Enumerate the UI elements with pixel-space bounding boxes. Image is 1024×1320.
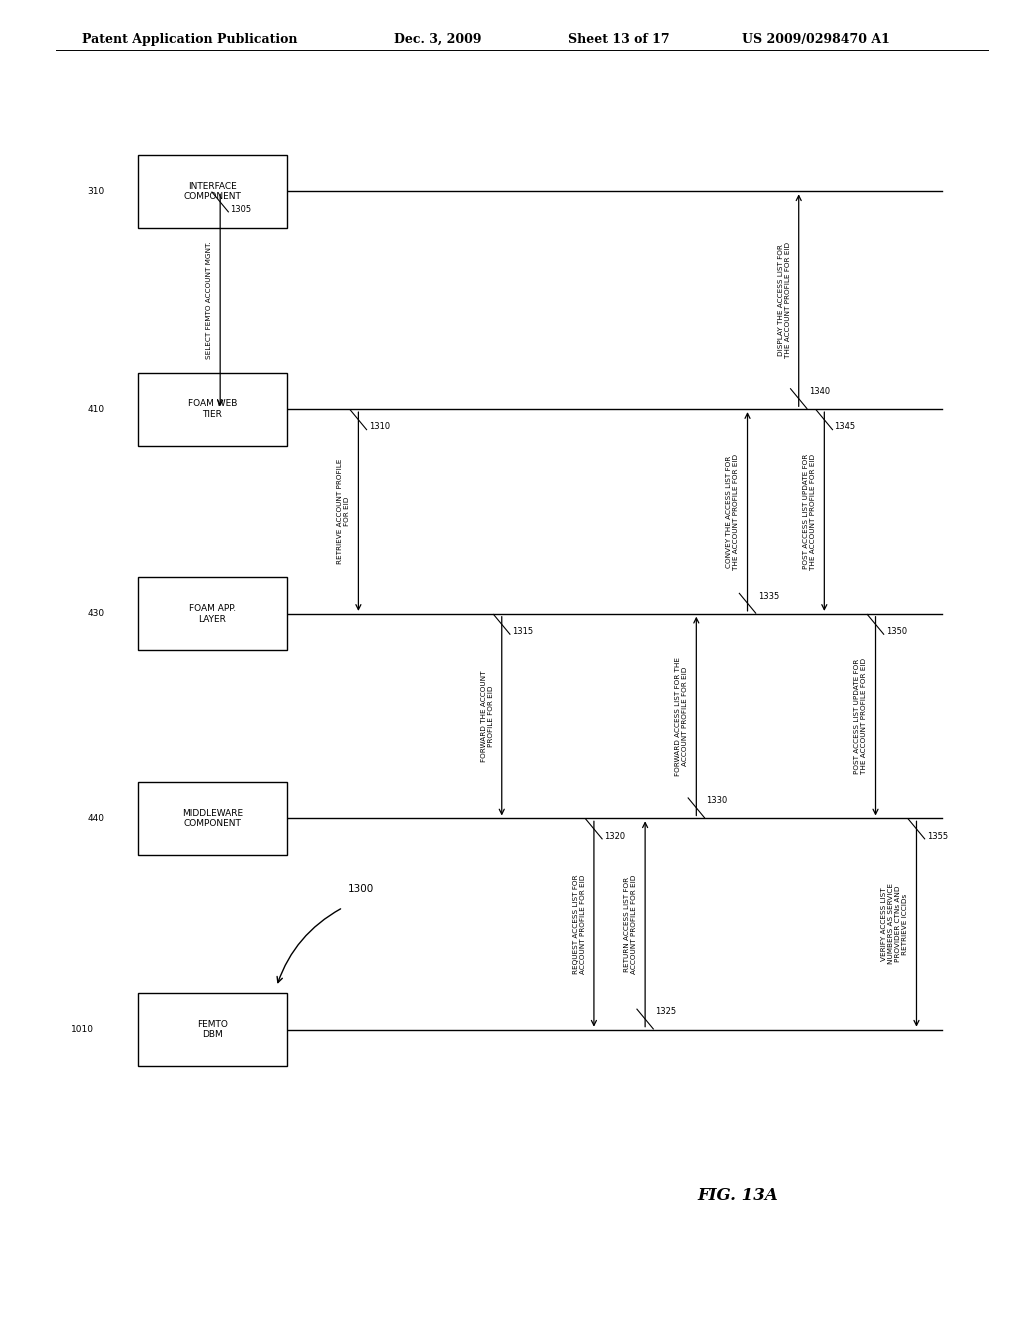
Text: Patent Application Publication: Patent Application Publication	[82, 33, 297, 46]
Text: 1345: 1345	[835, 422, 856, 432]
Text: 1300: 1300	[348, 884, 375, 895]
Text: FIG. 13A: FIG. 13A	[697, 1187, 777, 1204]
Text: 410: 410	[87, 405, 104, 413]
Text: US 2009/0298470 A1: US 2009/0298470 A1	[742, 33, 890, 46]
Text: DISPLAY THE ACCESS LIST FOR
THE ACCOUNT PROFILE FOR EID: DISPLAY THE ACCESS LIST FOR THE ACCOUNT …	[777, 243, 791, 358]
Text: 1010: 1010	[72, 1026, 94, 1034]
Text: MIDDLEWARE
COMPONENT: MIDDLEWARE COMPONENT	[182, 809, 243, 828]
Text: 1355: 1355	[927, 832, 948, 841]
Text: FOAM APP.
LAYER: FOAM APP. LAYER	[188, 605, 237, 623]
Text: FOAM WEB
TIER: FOAM WEB TIER	[187, 400, 238, 418]
Text: 1330: 1330	[707, 796, 728, 805]
Text: POST ACCESS LIST UPDATE FOR
THE ACCOUNT PROFILE FOR EID: POST ACCESS LIST UPDATE FOR THE ACCOUNT …	[854, 659, 867, 774]
Text: 1350: 1350	[886, 627, 907, 636]
Text: 440: 440	[87, 814, 104, 822]
Text: Dec. 3, 2009: Dec. 3, 2009	[394, 33, 481, 46]
Text: 1315: 1315	[512, 627, 534, 636]
Text: CONVEY THE ACCESS LIST FOR
THE ACCOUNT PROFILE FOR EID: CONVEY THE ACCESS LIST FOR THE ACCOUNT P…	[726, 454, 739, 569]
Text: 430: 430	[87, 610, 104, 618]
Text: FORWARD ACCESS LIST FOR THE
ACCOUNT PROFILE FOR EID: FORWARD ACCESS LIST FOR THE ACCOUNT PROF…	[675, 656, 688, 776]
Text: FORWARD THE ACCOUNT
PROFILE FOR EID: FORWARD THE ACCOUNT PROFILE FOR EID	[480, 671, 494, 762]
Text: 1320: 1320	[604, 832, 626, 841]
Text: REQUEST ACCESS LIST FOR
ACCOUNT PROFILE FOR EID: REQUEST ACCESS LIST FOR ACCOUNT PROFILE …	[572, 874, 586, 974]
Text: FEMTO
DBM: FEMTO DBM	[197, 1020, 228, 1039]
Text: Sheet 13 of 17: Sheet 13 of 17	[568, 33, 670, 46]
Bar	[138, 154, 287, 227]
Text: 1310: 1310	[369, 422, 390, 432]
Text: 1305: 1305	[230, 205, 252, 214]
Bar	[138, 372, 287, 446]
Text: 1335: 1335	[758, 591, 779, 601]
Text: RETRIEVE ACCOUNT PROFILE
FOR EID: RETRIEVE ACCOUNT PROFILE FOR EID	[337, 459, 350, 564]
Text: RETURN ACCESS LIST FOR
ACCOUNT PROFILE FOR EID: RETURN ACCESS LIST FOR ACCOUNT PROFILE F…	[624, 874, 637, 974]
Text: INTERFACE
COMPONENT: INTERFACE COMPONENT	[183, 182, 242, 201]
Text: VERIFY ACCESS LIST
NUMBERS AS SERVICE
PROVIDER CTNs AND
RETRIEVE ICCIDs: VERIFY ACCESS LIST NUMBERS AS SERVICE PR…	[882, 883, 908, 965]
Bar	[138, 781, 287, 855]
Text: 310: 310	[87, 187, 104, 195]
Text: 1340: 1340	[809, 387, 830, 396]
Text: POST ACCESS LIST UPDATE FOR
THE ACCOUNT PROFILE FOR EID: POST ACCESS LIST UPDATE FOR THE ACCOUNT …	[803, 454, 816, 569]
Text: SELECT FEMTO ACCOUNT MGNT.: SELECT FEMTO ACCOUNT MGNT.	[206, 242, 212, 359]
Text: 1325: 1325	[655, 1007, 677, 1016]
Bar	[138, 577, 287, 649]
Bar	[138, 993, 287, 1067]
